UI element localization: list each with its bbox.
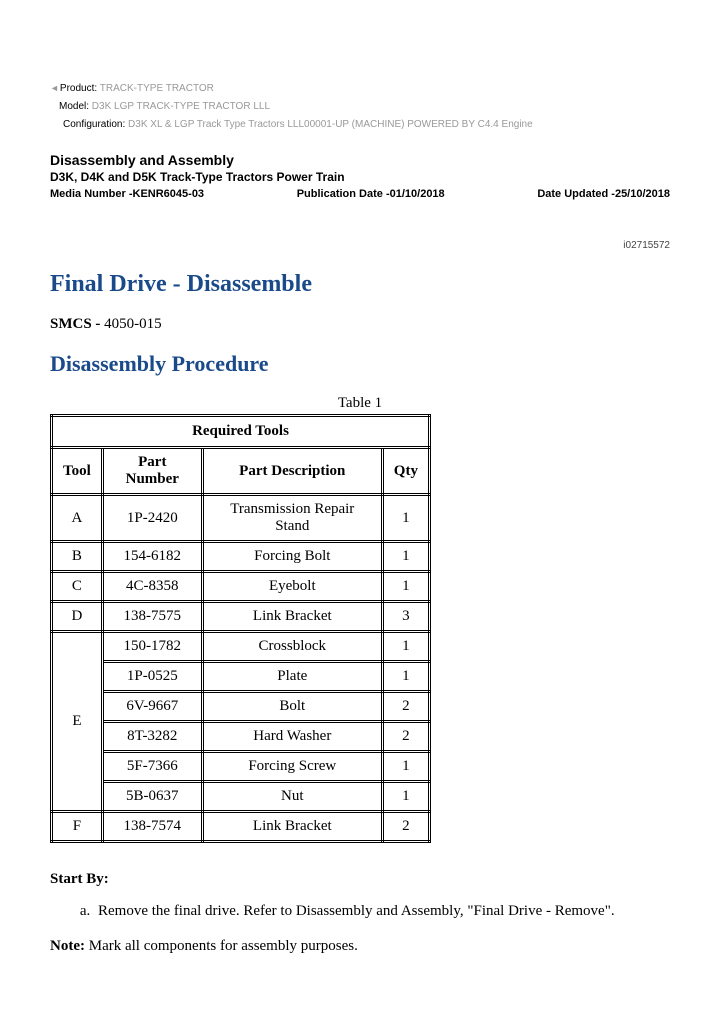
cell-description: Transmission Repair Stand <box>202 495 382 542</box>
meta-product-label: Product: <box>60 83 97 94</box>
tools-table-wrap: Table 1 Required Tools Tool Part Number … <box>50 395 670 843</box>
smcs-label: SMCS - <box>50 316 100 332</box>
cell-description: Link Bracket <box>202 602 382 632</box>
table-row: C4C-8358Eyebolt1 <box>52 572 430 602</box>
document-number: i02715572 <box>50 240 670 251</box>
cell-description: Nut <box>202 782 382 812</box>
cell-qty: 2 <box>382 692 429 722</box>
meta-product-value: TRACK-TYPE TRACTOR <box>100 83 214 94</box>
media-number: Media Number -KENR6045-03 <box>50 188 204 200</box>
meta-model-label: Model: <box>59 101 89 112</box>
smcs-line: SMCS - 4050-015 <box>50 316 670 333</box>
table-row: A1P-2420Transmission Repair Stand1 <box>52 495 430 542</box>
meta-config: Configuration: D3K XL & LGP Track Type T… <box>50 116 670 134</box>
cell-description: Eyebolt <box>202 572 382 602</box>
cell-qty: 1 <box>382 662 429 692</box>
page-title: Final Drive - Disassemble <box>50 271 670 298</box>
cell-description: Forcing Bolt <box>202 542 382 572</box>
cell-tool: C <box>52 572 103 602</box>
cell-part-number: 1P-2420 <box>102 495 202 542</box>
table-title-row: Required Tools <box>52 416 430 448</box>
table-row: 5B-0637Nut1 <box>52 782 430 812</box>
cell-qty: 1 <box>382 572 429 602</box>
cell-part-number: 8T-3282 <box>102 722 202 752</box>
table-row: 1P-0525Plate1 <box>52 662 430 692</box>
meta-model: Model: D3K LGP TRACK-TYPE TRACTOR LLL <box>50 98 670 116</box>
date-updated: Date Updated -25/10/2018 <box>537 188 670 200</box>
cell-description: Hard Washer <box>202 722 382 752</box>
meta-model-value: D3K LGP TRACK-TYPE TRACTOR LLL <box>92 101 270 112</box>
publication-date: Publication Date -01/10/2018 <box>297 188 445 200</box>
procedure-title: Disassembly Procedure <box>50 351 670 377</box>
cell-tool: E <box>52 632 103 812</box>
section-title: Disassembly and Assembly <box>50 152 670 168</box>
section-subtitle: D3K, D4K and D5K Track-Type Tractors Pow… <box>50 170 670 184</box>
cell-part-number: 150-1782 <box>102 632 202 662</box>
cell-part-number: 6V-9667 <box>102 692 202 722</box>
table-header-row: Tool Part Number Part Description Qty <box>52 448 430 495</box>
steps-list: Remove the final drive. Refer to Disasse… <box>50 903 670 920</box>
table-row: F138-7574Link Bracket2 <box>52 812 430 842</box>
table-row: D138-7575Link Bracket3 <box>52 602 430 632</box>
cell-part-number: 4C-8358 <box>102 572 202 602</box>
back-icon: ◄ <box>50 83 60 93</box>
required-tools-table: Required Tools Tool Part Number Part Des… <box>50 414 431 843</box>
cell-qty: 2 <box>382 722 429 752</box>
col-part-number: Part Number <box>102 448 202 495</box>
cell-part-number: 5F-7366 <box>102 752 202 782</box>
meta-product: ◄Product: TRACK-TYPE TRACTOR <box>50 80 670 98</box>
cell-qty: 1 <box>382 632 429 662</box>
meta-config-value: D3K XL & LGP Track Type Tractors LLL0000… <box>128 119 533 130</box>
cell-part-number: 154-6182 <box>102 542 202 572</box>
cell-tool: D <box>52 602 103 632</box>
note-line: Note: Mark all components for assembly p… <box>50 934 670 958</box>
cell-description: Bolt <box>202 692 382 722</box>
metadata-block: ◄Product: TRACK-TYPE TRACTOR Model: D3K … <box>50 80 670 134</box>
cell-part-number: 138-7574 <box>102 812 202 842</box>
cell-qty: 3 <box>382 602 429 632</box>
cell-qty: 1 <box>382 495 429 542</box>
table-row: E150-1782Crossblock1 <box>52 632 430 662</box>
cell-qty: 2 <box>382 812 429 842</box>
cell-description: Forcing Screw <box>202 752 382 782</box>
table-row: 6V-9667Bolt2 <box>52 692 430 722</box>
cell-part-number: 138-7575 <box>102 602 202 632</box>
table-title-cell: Required Tools <box>52 416 430 448</box>
cell-tool: F <box>52 812 103 842</box>
table-row: 5F-7366Forcing Screw1 <box>52 752 430 782</box>
col-description: Part Description <box>202 448 382 495</box>
cell-qty: 1 <box>382 752 429 782</box>
cell-qty: 1 <box>382 782 429 812</box>
col-tool: Tool <box>52 448 103 495</box>
note-label: Note: <box>50 938 85 954</box>
cell-tool: A <box>52 495 103 542</box>
cell-qty: 1 <box>382 542 429 572</box>
cell-description: Plate <box>202 662 382 692</box>
meta-config-label: Configuration: <box>63 119 125 130</box>
start-by-label: Start By: <box>50 867 670 891</box>
cell-part-number: 1P-0525 <box>102 662 202 692</box>
cell-tool: B <box>52 542 103 572</box>
table-body: A1P-2420Transmission Repair Stand1B154-6… <box>52 495 430 842</box>
smcs-value: 4050-015 <box>100 316 161 332</box>
cell-description: Crossblock <box>202 632 382 662</box>
table-row: B154-6182Forcing Bolt1 <box>52 542 430 572</box>
note-text: Mark all components for assembly purpose… <box>85 938 358 954</box>
cell-part-number: 5B-0637 <box>102 782 202 812</box>
cell-description: Link Bracket <box>202 812 382 842</box>
publication-row: Media Number -KENR6045-03 Publication Da… <box>50 188 670 200</box>
table-row: 8T-3282Hard Washer2 <box>52 722 430 752</box>
step-item: Remove the final drive. Refer to Disasse… <box>94 903 670 920</box>
table-caption: Table 1 <box>50 395 670 412</box>
col-qty: Qty <box>382 448 429 495</box>
